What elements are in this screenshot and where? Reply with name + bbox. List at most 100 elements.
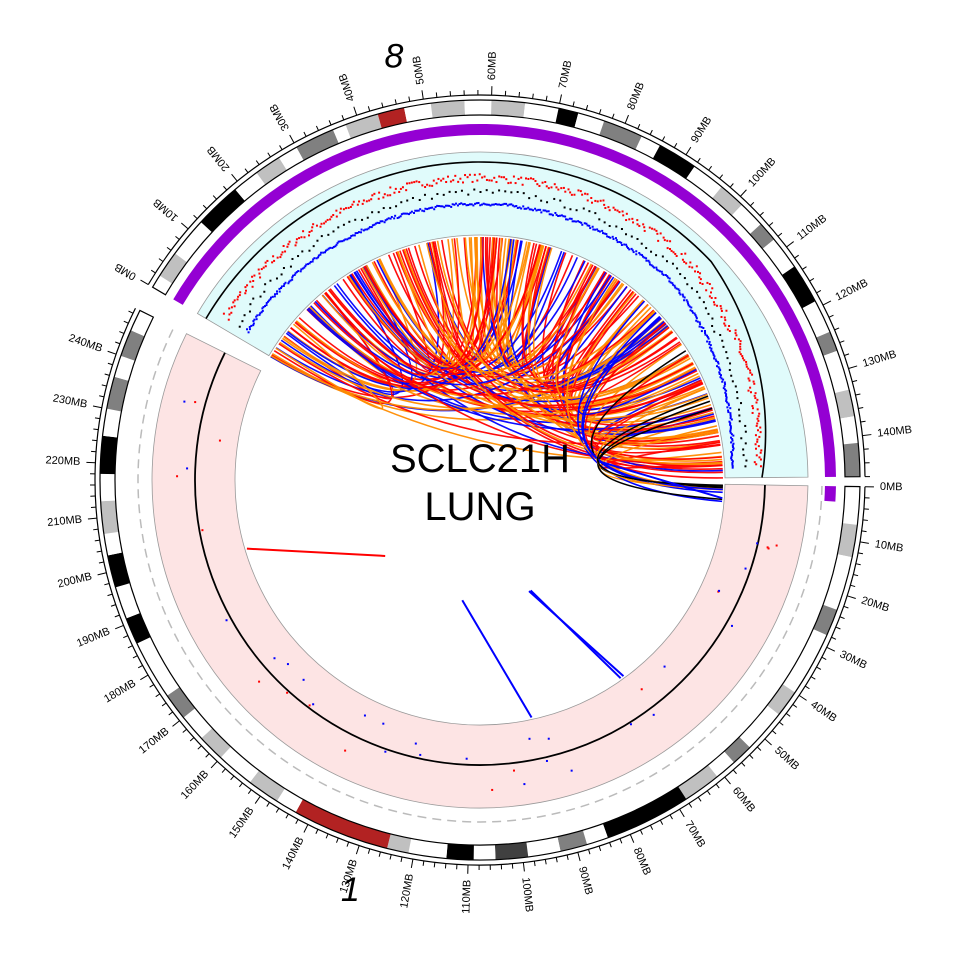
cn-point (567, 188, 570, 191)
cn-point (711, 287, 714, 290)
cn-point (612, 237, 615, 240)
tick-mark (140, 279, 149, 286)
cn-point (406, 199, 409, 202)
cn-point (450, 205, 453, 208)
cn-point (747, 389, 750, 392)
cn-point (702, 327, 705, 330)
sv-link (351, 273, 694, 407)
cn-point (258, 680, 261, 683)
cn-point (377, 211, 380, 214)
cn-point (320, 222, 323, 225)
cn-point (755, 401, 758, 404)
cn-point (751, 407, 754, 410)
cn-point (730, 441, 733, 444)
tick-label: 210MB (47, 514, 83, 529)
tick-mark (794, 254, 799, 259)
cn-point (329, 246, 332, 249)
cn-point (597, 229, 600, 232)
cn-point (510, 191, 513, 194)
tick-mark (149, 684, 155, 688)
cn-point (339, 240, 342, 243)
cytoband (599, 120, 642, 150)
tick-mark (756, 746, 762, 751)
sv-link (528, 590, 625, 677)
cn-point (707, 312, 710, 315)
cn-point (222, 312, 225, 315)
cn-point (669, 248, 672, 251)
cn-point (620, 243, 623, 246)
tick-mark (389, 854, 392, 860)
cn-point (636, 219, 639, 222)
cytoband (220, 746, 259, 783)
cn-point (719, 305, 722, 308)
cn-point (611, 235, 614, 238)
cn-point (751, 411, 754, 414)
cn-point (176, 475, 179, 478)
cn-point (625, 233, 628, 236)
cn-point (664, 274, 667, 277)
cn-point (483, 175, 486, 178)
cn-point (269, 298, 272, 301)
cn-point (704, 331, 707, 334)
cn-point (312, 258, 315, 261)
cn-point (414, 209, 417, 212)
cn-point (698, 321, 701, 324)
cn-point (642, 223, 645, 226)
cn-point (570, 193, 573, 196)
tick-mark (247, 789, 252, 795)
cn-point (758, 456, 761, 459)
cn-point (363, 714, 366, 717)
cn-point (578, 221, 581, 224)
cn-point (660, 270, 663, 273)
sv-link (280, 242, 440, 393)
cn-point (297, 270, 300, 273)
sv-link (425, 242, 649, 380)
tick-mark (785, 712, 791, 717)
cytoband (494, 842, 529, 860)
cn-point (493, 176, 496, 179)
cn-point (555, 213, 558, 216)
tick-mark (367, 106, 371, 112)
cn-point (457, 180, 460, 183)
cn-point (287, 243, 290, 246)
tick-mark (315, 125, 319, 131)
cn-point (565, 218, 568, 221)
tick-mark (831, 636, 837, 640)
cn-point (264, 283, 267, 286)
tick-mark (140, 674, 149, 681)
cn-point (661, 272, 664, 275)
cn-point (365, 200, 368, 203)
cn-point (435, 182, 438, 185)
cn-point (260, 311, 263, 314)
cn-point (742, 448, 745, 451)
cn-point (618, 211, 621, 214)
tick-mark (798, 694, 807, 701)
cn-point (695, 315, 698, 318)
cn-point (292, 274, 295, 277)
tick-mark (92, 405, 102, 409)
cn-point (739, 345, 742, 348)
cn-point (492, 203, 495, 206)
cn-point (641, 254, 644, 257)
cn-point (564, 190, 567, 193)
cn-point (756, 422, 759, 425)
cn-point (736, 397, 739, 400)
cn-point (749, 371, 752, 374)
cn-point (729, 422, 732, 425)
cn-point (685, 299, 688, 302)
cn-point (729, 428, 732, 431)
cn-point (305, 263, 308, 266)
cn-point (734, 329, 737, 332)
cn-point (594, 212, 597, 215)
cn-point (465, 757, 468, 760)
cn-point (731, 439, 734, 442)
cn-point (724, 383, 727, 386)
cn-point (563, 206, 566, 209)
tick-mark (230, 775, 235, 781)
cn-point (568, 217, 571, 220)
cn-point (339, 211, 342, 214)
cn-point (313, 257, 316, 260)
cn-point (424, 186, 427, 189)
cn-point (279, 256, 282, 259)
cn-point (621, 210, 624, 213)
